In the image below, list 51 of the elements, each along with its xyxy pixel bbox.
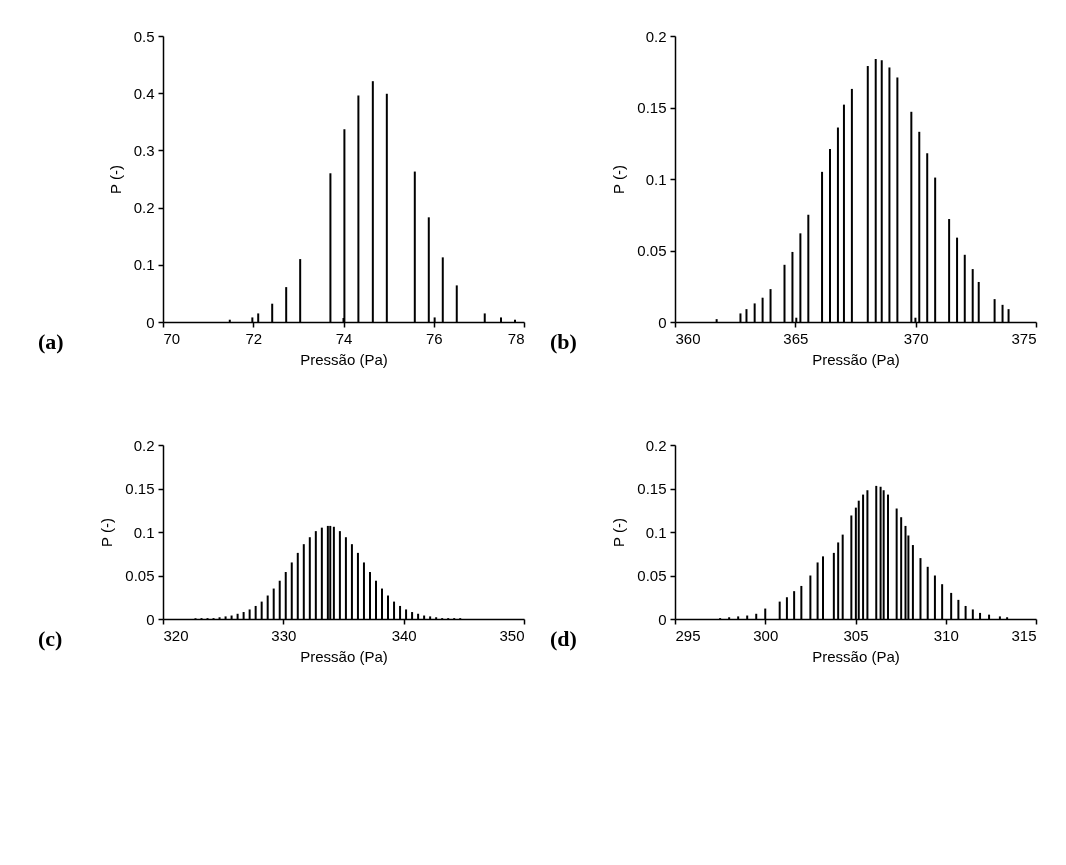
x-tick-label: 300 bbox=[753, 626, 779, 644]
y-tick-label: 0.15 bbox=[125, 480, 155, 497]
y-tick-label: 0.2 bbox=[645, 436, 667, 454]
y-tick-label: 0 bbox=[658, 313, 667, 331]
x-tick-label: 350 bbox=[499, 626, 525, 644]
y-tick-label: 0.5 bbox=[133, 27, 155, 45]
x-tick-label: 330 bbox=[271, 626, 297, 644]
y-axis-title: P (-) bbox=[98, 518, 116, 547]
y-tick-label: 0.2 bbox=[133, 199, 155, 217]
y-tick-label: 0.4 bbox=[133, 84, 155, 102]
x-axis-title: Pressão (Pa) bbox=[300, 647, 388, 665]
x-tick-label: 320 bbox=[163, 626, 189, 644]
x-tick-label: 72 bbox=[245, 329, 263, 347]
y-tick-label: 0.2 bbox=[645, 27, 667, 45]
x-tick-label: 76 bbox=[425, 329, 443, 347]
y-axis-title: P (-) bbox=[106, 165, 124, 194]
y-axis-title: P (-) bbox=[610, 165, 628, 194]
y-tick-label: 0 bbox=[146, 610, 155, 628]
y-axis-title: P (-) bbox=[610, 518, 628, 547]
y-tick-label: 0.05 bbox=[637, 242, 667, 259]
y-tick-label: 0.1 bbox=[133, 523, 155, 541]
y-tick-label: 0.1 bbox=[645, 523, 667, 541]
x-tick-label: 340 bbox=[391, 626, 417, 644]
y-tick-label: 0.15 bbox=[637, 99, 667, 116]
text: (b) bbox=[550, 329, 577, 354]
x-tick-label: 310 bbox=[933, 626, 959, 644]
x-tick-label: 305 bbox=[843, 626, 869, 644]
x-tick-label: 74 bbox=[335, 329, 353, 347]
y-tick-label: 0.05 bbox=[637, 567, 667, 584]
y-tick-label: 0.3 bbox=[133, 141, 155, 159]
x-tick-label: 375 bbox=[1011, 329, 1037, 347]
x-tick-label: 315 bbox=[1011, 626, 1037, 644]
text: (c) bbox=[38, 626, 63, 651]
x-tick-label: 365 bbox=[783, 329, 809, 347]
x-tick-label: 70 bbox=[163, 329, 181, 347]
y-tick-label: 0 bbox=[146, 313, 155, 331]
x-tick-label: 295 bbox=[675, 626, 701, 644]
x-tick-label: 370 bbox=[903, 329, 929, 347]
y-tick-label: 0.1 bbox=[645, 170, 667, 188]
x-tick-label: 78 bbox=[507, 329, 525, 347]
y-tick-label: 0 bbox=[658, 610, 667, 628]
y-tick-label: 0.2 bbox=[133, 436, 155, 454]
x-axis-title: Pressão (Pa) bbox=[300, 350, 388, 368]
y-tick-label: 0.1 bbox=[133, 256, 155, 274]
y-tick-label: 0.15 bbox=[637, 480, 667, 497]
x-axis-title: Pressão (Pa) bbox=[812, 350, 900, 368]
x-axis-title: Pressão (Pa) bbox=[812, 647, 900, 665]
x-tick-label: 360 bbox=[675, 329, 701, 347]
text: (a) bbox=[38, 329, 64, 354]
text: (d) bbox=[550, 626, 577, 651]
y-tick-label: 0.05 bbox=[125, 567, 155, 584]
